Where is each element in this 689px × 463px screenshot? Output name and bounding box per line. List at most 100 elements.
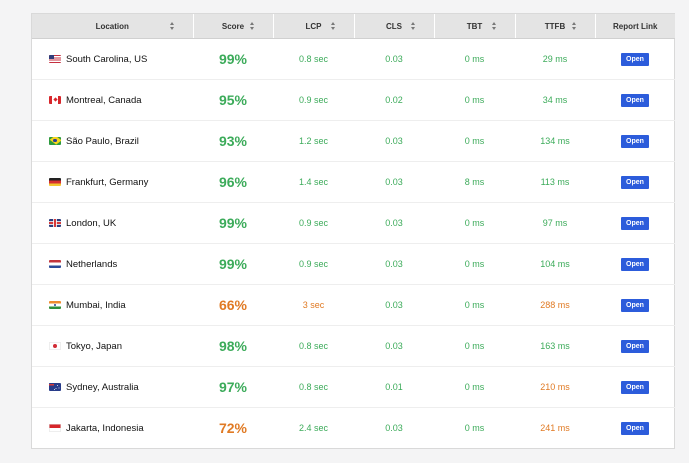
location-cell: Netherlands (32, 243, 193, 285)
report-link-cell: Open (595, 38, 675, 80)
open-report-button[interactable]: Open (621, 93, 649, 107)
country-flag-icon (49, 218, 61, 227)
cls-cell: 0.03 (354, 38, 434, 80)
results-table: Location Score LCP CLS TBT TTFB Report L… (32, 14, 675, 448)
lcp-value: 0.8 sec (298, 54, 329, 64)
score-value: 99% (218, 256, 248, 272)
open-report-button[interactable]: Open (621, 216, 649, 230)
score-cell: 96% (193, 161, 273, 203)
ttfb-value: 29 ms (542, 54, 568, 64)
sort-icon[interactable] (330, 22, 336, 30)
score-cell: 95% (193, 79, 273, 121)
lcp-cell: 0.9 sec (273, 202, 354, 244)
open-report-button[interactable]: Open (621, 52, 649, 66)
ttfb-value: 104 ms (540, 259, 570, 269)
tbt-value: 0 ms (464, 300, 485, 310)
cls-cell: 0.03 (354, 243, 434, 285)
ttfb-cell: 29 ms (515, 38, 595, 80)
lcp-value: 3 sec (302, 300, 325, 310)
column-header-label: LCP (305, 21, 322, 31)
column-header-ttfb[interactable]: TTFB (515, 14, 596, 39)
country-flag-icon (49, 259, 61, 268)
table-row: Tokyo, Japan 98% 0.8 sec 0.03 0 ms 163 m… (32, 325, 675, 367)
location-name: Netherlands (66, 258, 118, 270)
country-flag-icon (49, 136, 61, 145)
lcp-value: 1.4 sec (298, 177, 329, 187)
location-cell: London, UK (32, 202, 193, 244)
open-report-button[interactable]: Open (621, 134, 649, 148)
country-flag-icon (49, 300, 61, 309)
score-cell: 66% (193, 284, 273, 326)
column-header-location[interactable]: Location (32, 14, 194, 39)
cls-value: 0.03 (385, 259, 403, 269)
tbt-value: 0 ms (464, 259, 485, 269)
score-cell: 97% (193, 366, 273, 408)
lcp-cell: 1.4 sec (273, 161, 354, 203)
country-flag-icon (49, 177, 61, 186)
table-row: Netherlands 99% 0.9 sec 0.03 0 ms 104 ms… (32, 243, 675, 285)
score-value: 66% (218, 297, 248, 313)
location-name: South Carolina, US (66, 53, 148, 65)
sort-icon[interactable] (169, 22, 175, 30)
results-table-container: Location Score LCP CLS TBT TTFB Report L… (31, 13, 675, 449)
location-name: Mumbai, India (66, 299, 126, 311)
sort-icon[interactable] (249, 22, 255, 30)
tbt-value: 0 ms (464, 423, 485, 433)
open-report-button[interactable]: Open (621, 380, 649, 394)
column-header-label: Report Link (613, 21, 658, 31)
location-cell: Mumbai, India (32, 284, 193, 326)
open-report-button[interactable]: Open (621, 421, 649, 435)
table-row: London, UK 99% 0.9 sec 0.03 0 ms 97 ms O… (32, 202, 675, 244)
cls-value: 0.02 (385, 95, 403, 105)
tbt-cell: 0 ms (434, 284, 515, 326)
lcp-cell: 0.8 sec (273, 325, 354, 367)
cls-value: 0.01 (385, 382, 403, 392)
tbt-cell: 0 ms (434, 120, 515, 162)
country-flag-icon (49, 54, 61, 63)
open-report-button[interactable]: Open (621, 175, 649, 189)
cls-cell: 0.03 (354, 284, 434, 326)
column-header-label: Score (221, 21, 245, 31)
cls-value: 0.03 (385, 341, 403, 351)
column-header-report-link: Report Link (595, 14, 675, 39)
location-cell: Frankfurt, Germany (32, 161, 193, 203)
open-report-button[interactable]: Open (621, 339, 649, 353)
sort-icon[interactable] (410, 22, 416, 30)
lcp-cell: 0.8 sec (273, 38, 354, 80)
table-row: Montreal, Canada 95% 0.9 sec 0.02 0 ms 3… (32, 79, 675, 121)
location-cell: Jakarta, Indonesia (32, 408, 193, 449)
open-report-button[interactable]: Open (621, 298, 649, 312)
lcp-value: 0.9 sec (298, 218, 329, 228)
location-name: São Paulo, Brazil (66, 135, 139, 147)
tbt-value: 0 ms (464, 218, 485, 228)
score-cell: 98% (193, 325, 273, 367)
sort-icon[interactable] (571, 22, 577, 30)
report-link-cell: Open (595, 79, 675, 121)
cls-value: 0.03 (385, 177, 403, 187)
lcp-value: 0.9 sec (298, 95, 329, 105)
open-report-button[interactable]: Open (621, 257, 649, 271)
country-flag-icon (49, 95, 61, 104)
score-value: 99% (218, 51, 248, 67)
tbt-cell: 0 ms (434, 243, 515, 285)
report-link-cell: Open (595, 366, 675, 408)
ttfb-value: 134 ms (540, 136, 570, 146)
column-header-label: TBT (466, 21, 483, 31)
column-header-tbt[interactable]: TBT (434, 14, 516, 39)
ttfb-cell: 288 ms (515, 284, 595, 326)
report-link-cell: Open (595, 408, 675, 449)
lcp-cell: 2.4 sec (273, 408, 354, 449)
tbt-cell: 0 ms (434, 325, 515, 367)
location-name: Tokyo, Japan (66, 340, 122, 352)
column-header-score[interactable]: Score (193, 14, 274, 39)
column-header-lcp[interactable]: LCP (273, 14, 355, 39)
cls-value: 0.03 (385, 218, 403, 228)
score-cell: 72% (193, 408, 273, 449)
tbt-value: 0 ms (464, 382, 485, 392)
column-header-cls[interactable]: CLS (354, 14, 435, 39)
location-cell: São Paulo, Brazil (32, 120, 193, 162)
score-value: 72% (218, 420, 248, 436)
sort-icon[interactable] (491, 22, 497, 30)
report-link-cell: Open (595, 202, 675, 244)
cls-cell: 0.03 (354, 120, 434, 162)
